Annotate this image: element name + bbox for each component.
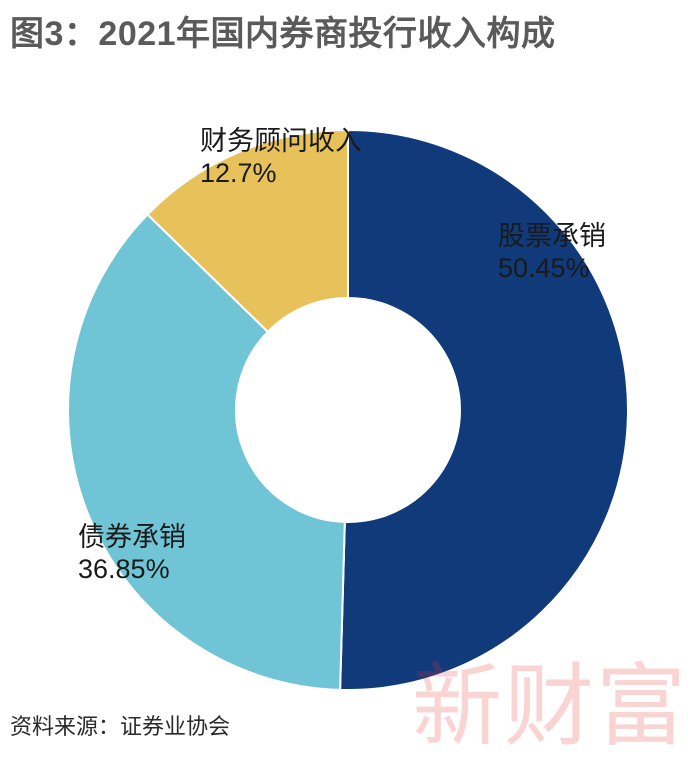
source-text: 资料来源：证券业协会 [0, 709, 230, 741]
chart-title: 图3：2021年国内券商投行收入构成 [0, 0, 696, 55]
segment-label-stock: 股票承销 50.45% [498, 220, 606, 285]
segment-pct: 50.45% [498, 252, 606, 284]
segment-pct: 36.85% [78, 553, 186, 585]
segment-label-bond: 债券承销 36.85% [78, 521, 186, 586]
segment-pct: 12.7% [200, 157, 362, 189]
donut-segment-stock [340, 130, 628, 690]
segment-name: 股票承销 [498, 220, 606, 252]
segment-name: 财务顾问收入 [200, 125, 362, 157]
segment-label-advisory: 财务顾问收入 12.7% [200, 125, 362, 190]
segment-name: 债券承销 [78, 521, 186, 553]
donut-chart: 股票承销 50.45% 债券承销 36.85% 财务顾问收入 12.7% [0, 55, 696, 695]
